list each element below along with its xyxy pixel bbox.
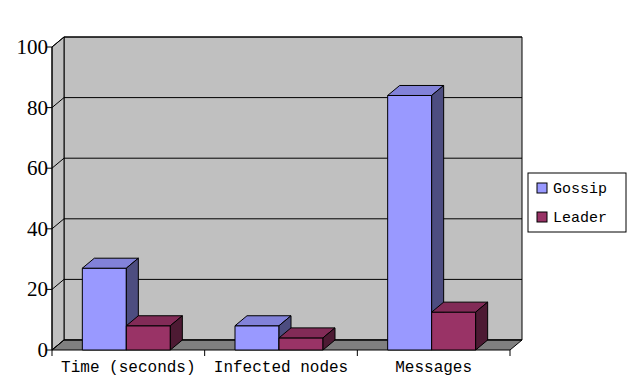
bar-front (388, 95, 432, 350)
bar-front (432, 312, 476, 350)
bar-side (170, 316, 182, 350)
chart: 0 20 40 60 80 100 Time (seconds) Infected nodes… (0, 0, 641, 392)
legend-swatch (537, 183, 547, 193)
side-wall (52, 37, 64, 350)
bar-front (235, 326, 279, 350)
bar-front (82, 268, 126, 350)
grid-line (52, 98, 522, 108)
y-tick-label: 80 (27, 96, 48, 120)
y-tick-label: 40 (27, 217, 48, 241)
bar-side (476, 302, 488, 350)
x-tick-label: Time (seconds) (61, 359, 195, 377)
y-tick-label: 60 (27, 156, 48, 180)
y-tick-label: 0 (38, 338, 49, 362)
bar-front (279, 338, 323, 350)
x-tick-label: Infected nodes (214, 359, 348, 377)
bar-side (323, 328, 335, 350)
grid-line (52, 219, 522, 229)
y-tick-label: 100 (17, 35, 49, 59)
x-tick (357, 350, 358, 356)
bars (82, 85, 487, 350)
grid-line (52, 37, 522, 47)
legend-swatch (537, 212, 547, 222)
x-tick (204, 350, 205, 356)
x-tick (510, 350, 511, 356)
legend (528, 173, 626, 232)
x-tick (52, 350, 53, 356)
y-tick-label: 20 (27, 277, 48, 301)
grid-line (52, 158, 522, 168)
bar-front (126, 326, 170, 350)
y-axis (52, 47, 53, 350)
legend-label: Gossip (553, 181, 607, 198)
legend-label: Leader (553, 210, 607, 227)
x-tick-label: Messages (395, 359, 472, 377)
